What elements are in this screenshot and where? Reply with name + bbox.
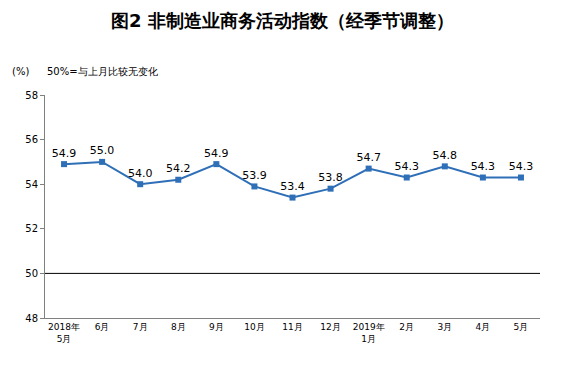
svg-text:2018年5月: 2018年5月 <box>48 322 80 344</box>
svg-text:2月: 2月 <box>399 322 414 332</box>
svg-text:55.0: 55.0 <box>90 144 115 157</box>
svg-text:图2 非制造业商务活动指数（经季节调整）: 图2 非制造业商务活动指数（经季节调整） <box>111 10 454 31</box>
svg-text:10月: 10月 <box>244 322 264 332</box>
svg-text:53.8: 53.8 <box>318 171 343 184</box>
svg-text:8月: 8月 <box>171 322 186 332</box>
svg-text:4月: 4月 <box>476 322 491 332</box>
svg-text:9月: 9月 <box>209 322 224 332</box>
svg-text:54.2: 54.2 <box>166 162 191 175</box>
svg-text:54.0: 54.0 <box>128 167 153 180</box>
svg-text:52: 52 <box>25 223 38 234</box>
svg-text:3月: 3月 <box>437 322 452 332</box>
svg-text:58: 58 <box>25 90 38 101</box>
svg-text:54.3: 54.3 <box>471 160 496 173</box>
svg-text:54: 54 <box>25 179 38 190</box>
svg-text:54.8: 54.8 <box>433 149 458 162</box>
svg-text:5月: 5月 <box>514 322 529 332</box>
svg-text:6月: 6月 <box>95 322 110 332</box>
svg-text:11月: 11月 <box>282 322 302 332</box>
svg-text:(%): (%) <box>12 66 29 77</box>
svg-text:54.3: 54.3 <box>509 160 533 173</box>
svg-text:7月: 7月 <box>133 322 148 332</box>
svg-text:12月: 12月 <box>320 322 340 332</box>
svg-text:50%=与上月比较无变化: 50%=与上月比较无变化 <box>47 66 158 77</box>
svg-text:53.4: 53.4 <box>280 180 305 193</box>
svg-text:48: 48 <box>25 313 38 324</box>
svg-text:54.7: 54.7 <box>356 151 381 164</box>
svg-text:53.9: 53.9 <box>242 169 266 182</box>
svg-text:50: 50 <box>25 268 38 279</box>
svg-text:54.9: 54.9 <box>52 147 77 160</box>
svg-text:54.3: 54.3 <box>394 160 419 173</box>
svg-text:56: 56 <box>25 134 38 145</box>
svg-text:54.9: 54.9 <box>204 147 229 160</box>
svg-text:2019年1月: 2019年1月 <box>353 322 385 344</box>
